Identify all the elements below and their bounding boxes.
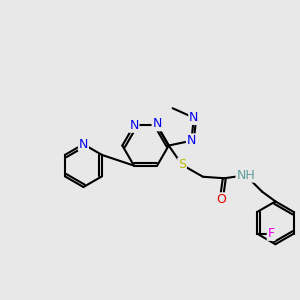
Text: N: N (79, 138, 88, 151)
Text: O: O (216, 193, 226, 206)
Text: N: N (152, 118, 162, 130)
Text: NH: NH (236, 169, 255, 182)
Text: S: S (178, 158, 186, 171)
Text: F: F (268, 227, 275, 240)
Text: N: N (129, 119, 139, 132)
Text: N: N (187, 134, 196, 147)
Text: N: N (189, 111, 199, 124)
